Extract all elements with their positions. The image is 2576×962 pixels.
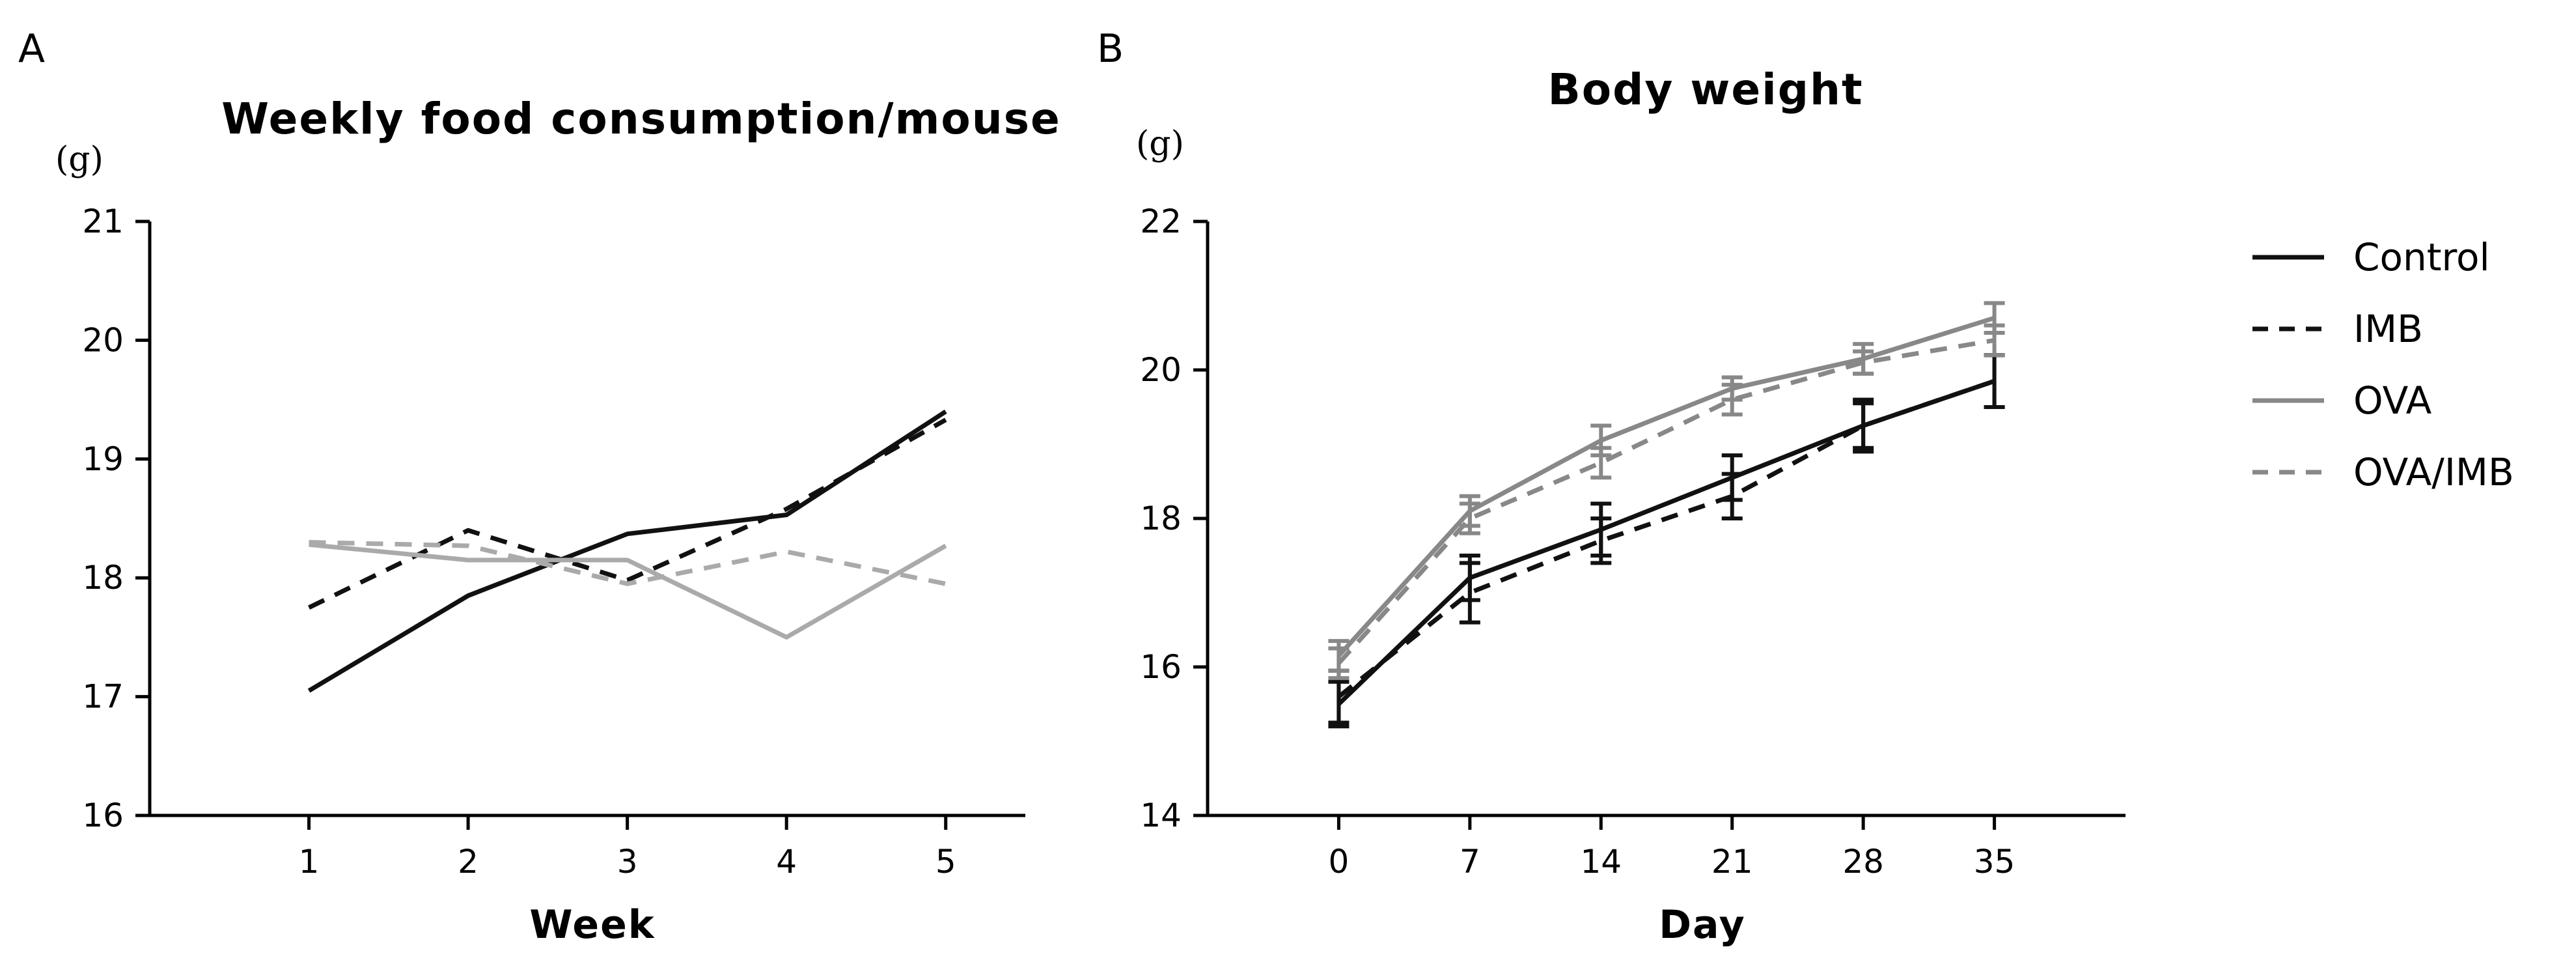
panel-a-x-tick-label: 4 [776,843,797,881]
panel-b-x-tick-label: 35 [1974,843,2015,881]
legend: Control IMB OVA OVA/IMB [2252,235,2514,494]
legend-label: Control [2353,235,2490,279]
panel-a-y-unit: (g) [55,140,104,179]
legend-entry-control: Control [2252,235,2490,279]
panel-b-error-bar-imb [1984,353,2005,409]
panel-b-y-tick-label: 16 [1140,648,1182,686]
panel-a-x-tick-label: 3 [617,843,638,881]
panel-a-series-line-ova-imb [309,539,947,586]
panel-b-series-line-ova-imb [1336,337,1995,665]
legend-entry-ova: OVA [2252,378,2432,423]
panel-a-x-tick-label: 2 [458,843,478,881]
panel-b-x-tick-label: 14 [1580,843,1622,881]
panel-b-x-tick-label: 21 [1711,843,1753,881]
panel-b-y-tick-label: 20 [1140,351,1182,389]
legend-label: OVA/IMB [2353,450,2514,494]
panel-a-y-tick-label: 19 [82,440,124,478]
panel-b-error-bar-imb [1853,401,1874,450]
panel-b-series-line-ova [1336,315,1995,658]
panel-a-x-tick-label: 1 [299,843,320,881]
panel-b-title: Body weight [1547,64,1863,115]
panel-b-y-unit: (g) [1136,124,1184,163]
panel-a-x-label: Week [529,902,655,948]
panel-a-y-tick-label: 18 [82,559,124,597]
panel-b-error-bar-ova-imb [1721,382,1743,417]
panel-a-x-tick-label: 5 [935,843,956,881]
panel-a-y-tick-label: 16 [82,797,124,834]
panel-b-error-bar-imb [1590,516,1612,565]
panel-b-error-bar-ova-imb [1328,646,1350,681]
panel-b-y-tick-label: 14 [1140,797,1182,834]
panel-b-axes: 14 16 18 20 22 0 7 14 21 28 35 [1140,203,2126,881]
panel-b-y-tick-label: 18 [1140,500,1182,537]
legend-label: IMB [2353,307,2423,351]
panel-b-series [1328,301,2005,729]
panel-a-series-line-imb [308,417,947,610]
panel-b-letter: B [1097,26,1124,72]
legend-entry-ova-imb: OVA/IMB [2252,450,2514,494]
panel-b-error-bar-imb [1721,472,1743,520]
panel-b-error-bar-ova-imb [1590,446,1612,480]
panel-a-series [307,409,947,693]
legend-entry-imb: IMB [2252,307,2423,351]
panel-b-x-tick-label: 0 [1329,843,1350,881]
panel-a-title: Weekly food consumption/mouse [221,94,1061,144]
panel-b-y-tick-label: 22 [1140,203,1182,240]
panel-a-y-tick-label: 17 [82,678,124,716]
panel-a-y-tick-label: 21 [82,203,124,240]
panel-b-series-line-imb [1337,378,1995,699]
panel-b-x-label: Day [1659,902,1746,948]
panel-b-error-bar-ova-imb [1459,502,1480,535]
panel-b-chart: B Body weight (g) Day 14 16 18 20 22 0 7 14 21 28… [1097,26,2126,948]
panel-a-letter: A [18,26,45,72]
panel-a-chart: A Weekly food consumption/mouse (g) Week… [18,26,1061,948]
panel-b-error-bar-imb [1459,561,1480,625]
panel-a-series-line-ova [309,542,947,640]
panel-a-y-tick-label: 20 [82,321,124,359]
panel-a-series-line-control [307,409,947,693]
panel-b-error-bar-ova-imb [1984,323,2005,358]
panel-b-series-line-control [1337,378,1995,706]
legend-label: OVA [2353,378,2432,423]
panel-b-x-tick-label: 28 [1842,843,1884,881]
panel-b-x-tick-label: 7 [1460,843,1480,881]
panel-b-error-bar-ova-imb [1853,349,1874,376]
